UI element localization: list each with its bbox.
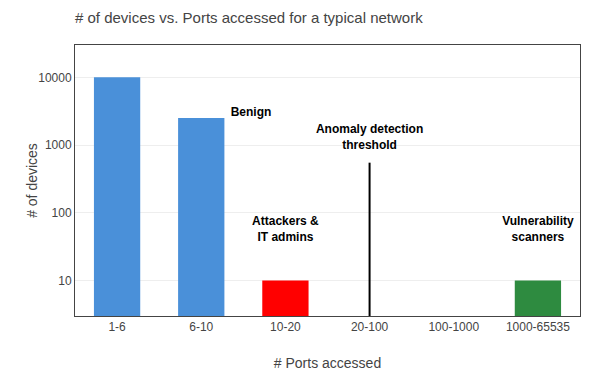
svg-text:Anomaly detectionthreshold: Anomaly detectionthreshold (316, 122, 423, 152)
svg-text:10: 10 (58, 274, 72, 288)
svg-text:100: 100 (52, 206, 72, 220)
svg-text:1000-65535: 1000-65535 (506, 320, 570, 334)
svg-text:6-10: 6-10 (189, 320, 213, 334)
svg-text:10000: 10000 (38, 71, 72, 85)
svg-text:20-100: 20-100 (351, 320, 389, 334)
svg-text:# Ports accessed: # Ports accessed (274, 355, 381, 371)
svg-text:Vulnerabilityscanners: Vulnerabilityscanners (502, 214, 574, 244)
svg-text:Attackers &IT admins: Attackers &IT admins (252, 214, 319, 244)
svg-text:# of devices vs. Ports accesse: # of devices vs. Ports accessed for a ty… (75, 9, 423, 26)
svg-text:1-6: 1-6 (108, 320, 126, 334)
svg-text:10-20: 10-20 (270, 320, 301, 334)
svg-text:100-1000: 100-1000 (428, 320, 479, 334)
svg-text:1000: 1000 (45, 138, 72, 152)
svg-text:Benign: Benign (231, 105, 272, 119)
svg-text:# of devices: # of devices (24, 143, 40, 218)
